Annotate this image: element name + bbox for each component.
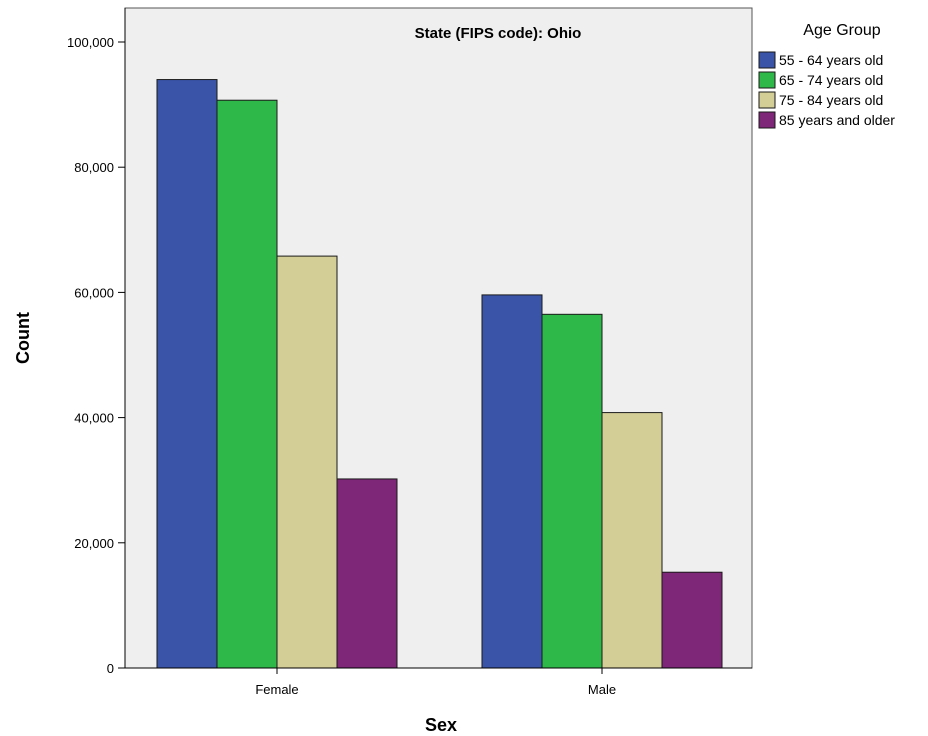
legend: Age Group 55 - 64 years old 65 - 74 years…: [758, 22, 895, 129]
bar: [276, 255, 338, 669]
y-axis: 0 20,000 40,000 60,000 80,000 100,000: [67, 8, 126, 676]
y-tick-label: 20,000: [74, 536, 114, 551]
y-tick-label: 80,000: [74, 160, 114, 175]
legend-label: 85 years and older: [779, 112, 895, 128]
bar: [481, 294, 543, 669]
legend-label: 75 - 84 years old: [779, 92, 883, 108]
legend-swatch: [758, 111, 776, 129]
bar: [661, 571, 723, 669]
bar: [601, 412, 663, 669]
bar: [336, 478, 398, 669]
y-tick-label: 60,000: [74, 285, 114, 300]
x-tick-label: Female: [255, 682, 298, 697]
bar: [156, 79, 218, 669]
y-tick-label: 100,000: [67, 35, 114, 50]
y-tick-label: 40,000: [74, 411, 114, 426]
legend-swatch: [758, 51, 776, 69]
legend-swatch: [758, 71, 776, 89]
bars: [156, 79, 723, 669]
legend-swatch: [758, 91, 776, 109]
y-axis-title: Count: [13, 312, 33, 364]
bar: [541, 313, 603, 669]
bar: [216, 99, 278, 669]
legend-label: 65 - 74 years old: [779, 72, 883, 88]
chart-title: State (FIPS code): Ohio: [415, 25, 582, 42]
x-axis-title: Sex: [425, 715, 457, 735]
x-tick-label: Male: [588, 682, 616, 697]
y-tick-label: 0: [107, 661, 114, 676]
legend-title: Age Group: [803, 22, 880, 39]
legend-label: 55 - 64 years old: [779, 52, 883, 68]
x-axis: Female Male: [125, 667, 752, 697]
